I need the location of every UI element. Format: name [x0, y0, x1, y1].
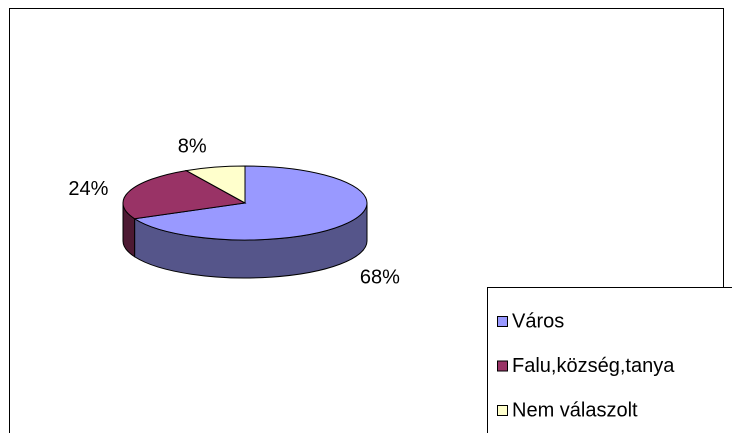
legend-swatch — [497, 316, 508, 327]
data-label: 24% — [68, 178, 108, 200]
legend-label: Nem válaszolt — [512, 399, 638, 421]
legend-swatch — [497, 360, 508, 372]
pie-slice — [122, 170, 247, 220]
pie-slice — [184, 165, 246, 204]
legend-swatch — [497, 405, 508, 416]
legend-label: Város — [512, 310, 564, 332]
legend-box — [487, 287, 732, 433]
data-label: 8% — [178, 135, 207, 157]
data-label: 68% — [360, 266, 400, 288]
pie-slice — [133, 165, 368, 241]
legend-label: Falu,község,tanya — [512, 355, 675, 377]
